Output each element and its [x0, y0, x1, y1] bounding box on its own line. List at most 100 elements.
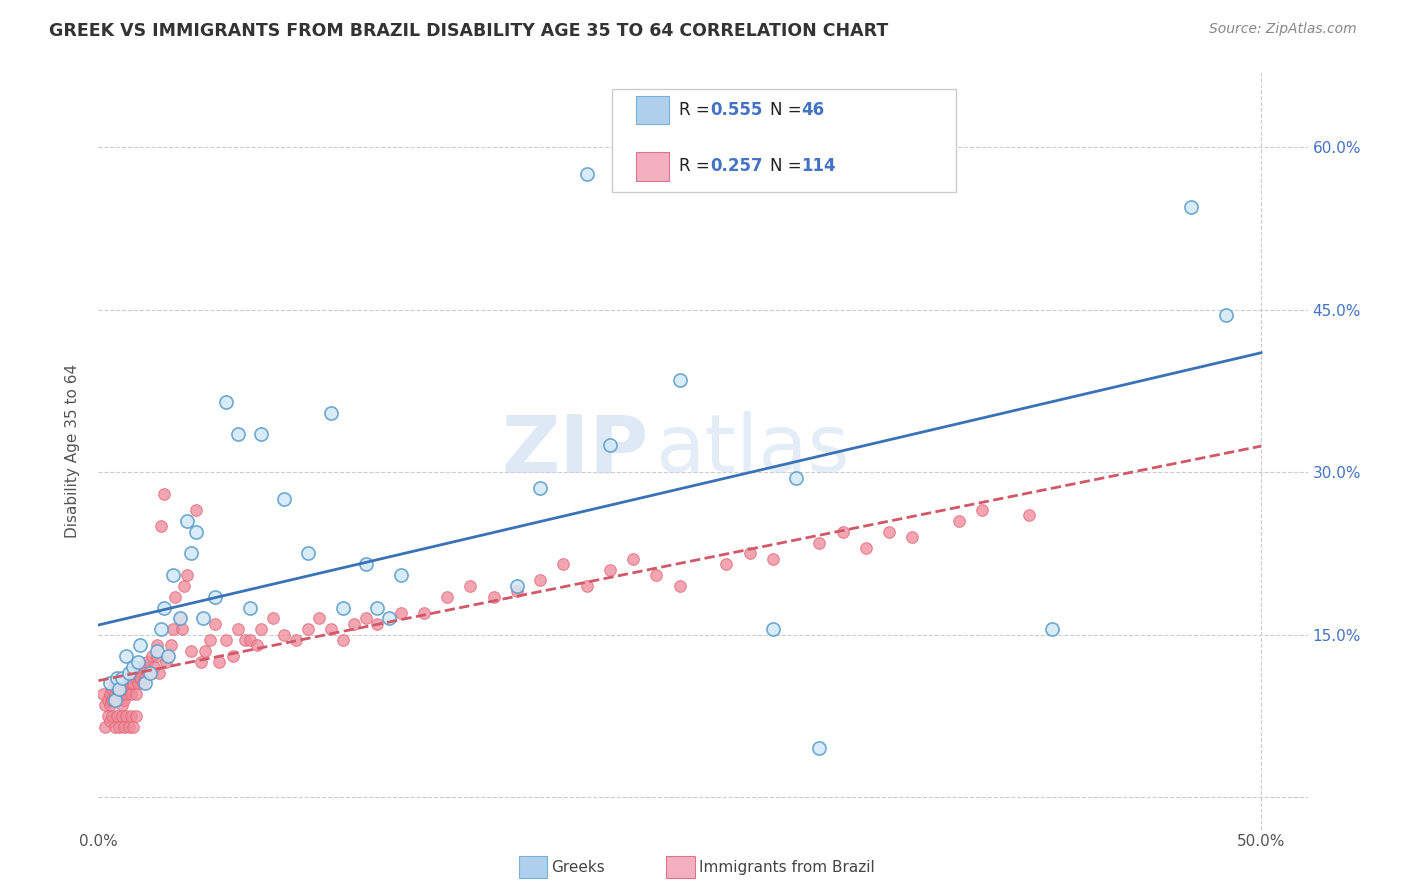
Point	[738, 546, 761, 560]
Point	[101, 708, 124, 723]
Point	[668, 373, 690, 387]
Point	[460, 579, 482, 593]
Point	[1040, 622, 1063, 636]
Point	[354, 611, 377, 625]
Point	[134, 671, 156, 685]
Point	[150, 519, 173, 533]
Point	[124, 708, 146, 723]
Point	[112, 720, 135, 734]
Point	[621, 551, 644, 566]
Point	[105, 681, 128, 696]
Point	[127, 655, 149, 669]
Text: N =: N =	[770, 157, 807, 175]
Point	[204, 590, 226, 604]
Point	[101, 681, 124, 696]
Point	[105, 671, 128, 685]
Point	[134, 660, 156, 674]
Point	[204, 616, 226, 631]
Point	[145, 644, 167, 658]
Point	[354, 557, 377, 572]
Text: 0.555: 0.555	[710, 101, 762, 119]
Text: R =: R =	[679, 101, 716, 119]
Point	[108, 687, 131, 701]
Point	[118, 665, 141, 680]
Point	[162, 568, 184, 582]
Point	[162, 622, 184, 636]
Point	[198, 633, 221, 648]
Point	[98, 698, 121, 712]
Point	[152, 487, 174, 501]
Point	[319, 622, 342, 636]
Point	[94, 720, 117, 734]
Text: Immigrants from Brazil: Immigrants from Brazil	[699, 860, 875, 874]
Text: 0.257: 0.257	[710, 157, 762, 175]
Point	[575, 579, 598, 593]
Text: 114: 114	[801, 157, 837, 175]
Point	[122, 676, 145, 690]
Point	[136, 655, 159, 669]
Point	[172, 622, 194, 636]
Point	[115, 687, 138, 701]
Point	[98, 714, 121, 729]
Point	[332, 600, 354, 615]
Point	[176, 514, 198, 528]
Point	[716, 557, 738, 572]
Point	[366, 616, 388, 631]
Point	[129, 639, 152, 653]
Point	[124, 687, 146, 701]
Point	[413, 606, 436, 620]
Point	[94, 698, 117, 712]
Point	[98, 687, 121, 701]
Point	[226, 427, 249, 442]
Y-axis label: Disability Age 35 to 64: Disability Age 35 to 64	[65, 363, 80, 538]
Point	[97, 692, 120, 706]
Point	[108, 681, 131, 696]
Point	[127, 676, 149, 690]
Point	[901, 530, 924, 544]
Point	[599, 563, 621, 577]
Point	[129, 671, 152, 685]
Point	[145, 649, 167, 664]
Point	[145, 639, 167, 653]
Point	[165, 590, 187, 604]
Point	[115, 649, 138, 664]
Point	[332, 633, 354, 648]
Point	[112, 692, 135, 706]
Point	[215, 394, 238, 409]
Text: Source: ZipAtlas.com: Source: ZipAtlas.com	[1209, 22, 1357, 37]
Point	[877, 524, 900, 539]
Text: atlas: atlas	[655, 411, 849, 490]
Point	[762, 551, 785, 566]
Point	[529, 482, 551, 496]
Point	[262, 611, 284, 625]
Point	[808, 535, 831, 549]
Point	[645, 568, 668, 582]
Point	[134, 676, 156, 690]
Text: Greeks: Greeks	[551, 860, 605, 874]
Point	[506, 579, 529, 593]
Point	[120, 676, 142, 690]
Point	[436, 590, 458, 604]
Point	[250, 427, 273, 442]
Point	[148, 665, 170, 680]
Point	[152, 600, 174, 615]
Point	[215, 633, 238, 648]
Point	[208, 655, 231, 669]
Point	[122, 720, 145, 734]
Point	[105, 708, 128, 723]
Point	[1180, 200, 1202, 214]
Point	[831, 524, 853, 539]
Point	[180, 546, 202, 560]
Text: N =: N =	[770, 101, 807, 119]
Point	[297, 546, 319, 560]
Point	[112, 681, 135, 696]
Point	[111, 676, 134, 690]
Point	[111, 687, 134, 701]
Point	[948, 514, 970, 528]
Point	[138, 665, 160, 680]
Point	[239, 633, 262, 648]
Point	[155, 655, 177, 669]
Point	[104, 720, 127, 734]
Point	[104, 687, 127, 701]
Point	[808, 741, 831, 756]
